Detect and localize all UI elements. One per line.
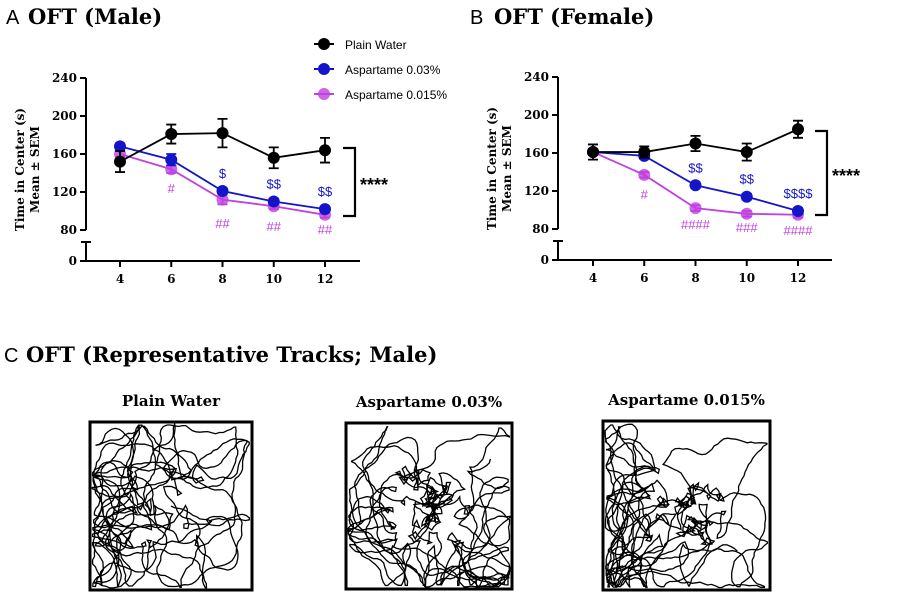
panel-letter: B bbox=[470, 7, 483, 29]
significance-bracket bbox=[815, 129, 829, 217]
x-tick-label: 4 bbox=[116, 272, 124, 286]
significance-label-asp0015: #### bbox=[784, 223, 814, 238]
track-path bbox=[91, 423, 250, 589]
x-tick-label: 10 bbox=[738, 271, 755, 285]
track-title: Aspartame 0.03% bbox=[355, 393, 502, 411]
significance-stars: **** bbox=[360, 175, 388, 195]
x-tick-label: 12 bbox=[317, 272, 334, 286]
legend-marker bbox=[318, 63, 330, 75]
y-tick-label: 120 bbox=[52, 185, 77, 199]
track-plot-2 bbox=[601, 419, 772, 592]
data-point bbox=[165, 128, 178, 141]
data-point bbox=[587, 146, 599, 159]
y-tick-label: 0 bbox=[541, 253, 549, 267]
significance-label-asp003: $$$$ bbox=[784, 186, 814, 201]
y-tick-label: 200 bbox=[52, 109, 77, 123]
significance-label-asp003: $ bbox=[219, 166, 227, 181]
panel-title: OFT (Male) bbox=[28, 4, 162, 29]
data-point bbox=[638, 146, 651, 159]
data-point bbox=[638, 168, 651, 181]
legend-label: Aspartame 0.03% bbox=[345, 63, 441, 77]
track-plot-1 bbox=[344, 421, 514, 591]
panel-title: OFT (Female) bbox=[494, 4, 654, 29]
y-tick-label: 80 bbox=[532, 222, 549, 236]
y-axis-label-line: Mean ± SEM bbox=[28, 126, 42, 213]
y-axis-label-line: Mean ± SEM bbox=[500, 125, 514, 212]
x-tick-label: 8 bbox=[218, 272, 226, 286]
data-point bbox=[792, 204, 804, 217]
track-path bbox=[347, 425, 511, 588]
track-title: Aspartame 0.015% bbox=[607, 391, 765, 409]
chart-female: 0 80 120 160 200 240 4 6 8 10 12 Time in Center (s)… bbox=[485, 70, 860, 285]
x-tick-label: 12 bbox=[790, 271, 807, 285]
panel-letter: A bbox=[6, 7, 20, 29]
x-tick-label: 6 bbox=[167, 272, 175, 286]
y-tick-label: 80 bbox=[60, 223, 77, 237]
y-tick-label: 240 bbox=[524, 70, 549, 84]
data-point bbox=[740, 146, 753, 159]
data-point bbox=[740, 190, 753, 203]
significance-label-asp0015: # bbox=[168, 181, 176, 196]
y-tick-label: 160 bbox=[52, 147, 77, 161]
series-line-2 bbox=[119, 153, 326, 216]
data-point bbox=[689, 179, 702, 192]
x-tick-label: 10 bbox=[265, 272, 282, 286]
significance-label-asp0015: ### bbox=[736, 220, 758, 235]
track-path bbox=[604, 423, 769, 589]
data-point bbox=[216, 185, 229, 198]
significance-label-asp003: $$ bbox=[318, 184, 333, 199]
representative-tracks: Plain Water Aspartame 0.03% Aspartame 0.01… bbox=[88, 391, 772, 592]
significance-label-asp0015: #### bbox=[681, 217, 711, 232]
track-plot-0 bbox=[88, 420, 254, 592]
y-axis-label-line: Time in Center (s) bbox=[485, 107, 499, 230]
chart-male: 0 80 120 160 200 240 4 6 8 10 12 Time in Center (s)… bbox=[13, 71, 388, 286]
data-point bbox=[792, 123, 804, 136]
significance-label-asp0015: ## bbox=[215, 216, 230, 231]
track-title: Plain Water bbox=[122, 392, 221, 410]
y-tick-label: 160 bbox=[524, 146, 549, 160]
data-point bbox=[689, 202, 702, 215]
data-point bbox=[267, 151, 280, 164]
significance-stars: **** bbox=[832, 166, 860, 186]
data-point bbox=[689, 137, 702, 150]
y-tick-label: 240 bbox=[52, 71, 77, 85]
x-tick-label: 4 bbox=[589, 271, 597, 285]
data-point bbox=[216, 127, 229, 140]
y-tick-label: 200 bbox=[524, 108, 549, 122]
data-point bbox=[740, 207, 753, 220]
data-point bbox=[267, 195, 280, 208]
legend-marker bbox=[318, 38, 330, 50]
legend: Plain Water Aspartame 0.03% Aspartame 0.01… bbox=[314, 38, 447, 102]
panel-c-heading: C OFT (Representative Tracks; Male) bbox=[4, 342, 437, 367]
significance-label-asp0015: # bbox=[641, 187, 649, 202]
y-tick-label: 120 bbox=[524, 184, 549, 198]
legend-label: Aspartame 0.015% bbox=[345, 88, 447, 102]
data-point bbox=[114, 155, 126, 168]
significance-label-asp0015: ## bbox=[267, 219, 282, 234]
significance-label-asp003: $$ bbox=[740, 172, 755, 187]
x-tick-label: 6 bbox=[640, 271, 648, 285]
x-tick-label: 8 bbox=[691, 271, 699, 285]
panel-b-heading: B OFT (Female) bbox=[470, 4, 654, 29]
significance-bracket bbox=[343, 146, 357, 218]
y-axis-label-line: Time in Center (s) bbox=[13, 108, 27, 231]
panel-a-heading: A OFT (Male) bbox=[6, 4, 162, 29]
data-point bbox=[319, 144, 331, 157]
legend-marker bbox=[318, 88, 330, 100]
significance-label-asp0015: ## bbox=[318, 222, 333, 237]
data-point bbox=[165, 153, 178, 166]
panel-title: OFT (Representative Tracks; Male) bbox=[26, 342, 437, 367]
significance-label-asp003: $$ bbox=[688, 160, 703, 175]
legend-label: Plain Water bbox=[345, 38, 407, 52]
y-axis-label: Time in Center (s)Mean ± SEM bbox=[13, 108, 42, 231]
significance-label-asp003: $$ bbox=[267, 177, 282, 192]
data-point bbox=[216, 193, 229, 206]
y-axis-label: Time in Center (s)Mean ± SEM bbox=[485, 107, 514, 230]
data-point bbox=[114, 140, 126, 153]
data-point bbox=[319, 203, 331, 216]
panel-letter: C bbox=[4, 345, 18, 367]
y-tick-label: 0 bbox=[69, 254, 77, 268]
